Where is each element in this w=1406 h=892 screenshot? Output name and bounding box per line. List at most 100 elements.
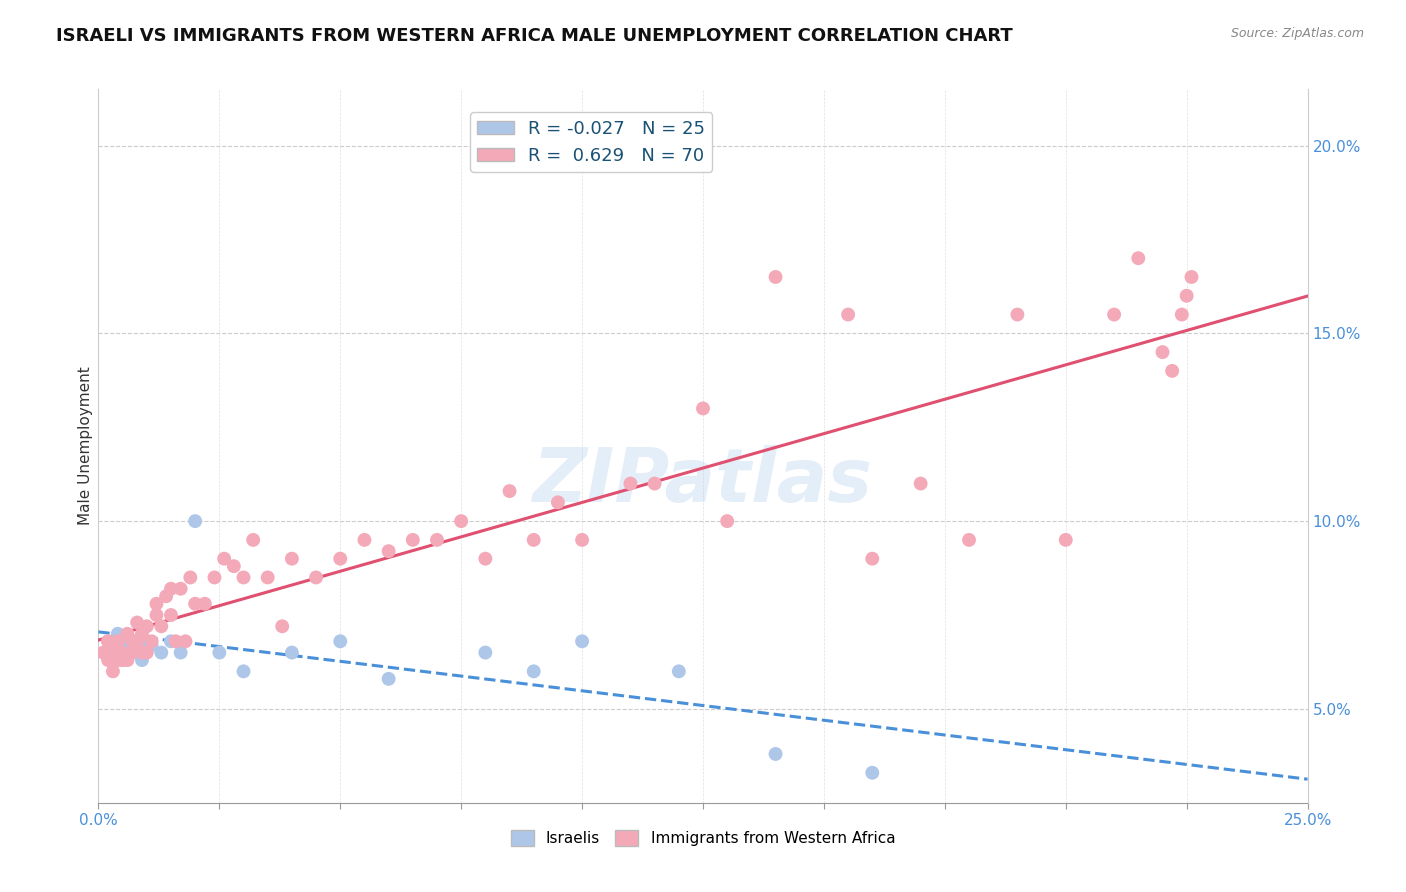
Point xyxy=(169,582,191,596)
Point xyxy=(329,551,352,566)
Point xyxy=(121,634,143,648)
Point xyxy=(165,634,187,648)
Point xyxy=(135,646,157,660)
Point xyxy=(353,533,375,547)
Point xyxy=(101,646,124,660)
Point xyxy=(474,646,496,660)
Point xyxy=(135,619,157,633)
Point xyxy=(765,270,787,285)
Point xyxy=(91,646,114,660)
Point xyxy=(450,514,472,528)
Point xyxy=(111,653,134,667)
Point xyxy=(131,627,153,641)
Point xyxy=(121,634,143,648)
Point xyxy=(150,619,173,633)
Point xyxy=(194,597,217,611)
Point xyxy=(426,533,449,547)
Point xyxy=(957,533,980,547)
Point xyxy=(179,570,201,584)
Point xyxy=(107,627,129,641)
Point xyxy=(1128,251,1150,265)
Point xyxy=(305,570,328,584)
Point xyxy=(204,570,226,584)
Point xyxy=(281,551,304,566)
Legend: Israelis, Immigrants from Western Africa: Israelis, Immigrants from Western Africa xyxy=(505,824,901,852)
Point xyxy=(141,634,163,648)
Point xyxy=(160,607,183,622)
Point xyxy=(107,634,129,648)
Text: ZIPatlas: ZIPatlas xyxy=(533,445,873,518)
Point xyxy=(97,634,120,648)
Point xyxy=(208,646,231,660)
Point xyxy=(97,634,120,648)
Point xyxy=(765,747,787,761)
Point xyxy=(160,582,183,596)
Point xyxy=(668,665,690,679)
Point xyxy=(1175,289,1198,303)
Point xyxy=(837,308,859,322)
Point xyxy=(1152,345,1174,359)
Point xyxy=(1007,308,1029,322)
Point xyxy=(523,665,546,679)
Point xyxy=(184,514,207,528)
Point xyxy=(131,653,153,667)
Point xyxy=(1171,308,1194,322)
Point xyxy=(910,476,932,491)
Point xyxy=(474,551,496,566)
Point xyxy=(619,476,641,491)
Point xyxy=(271,619,294,633)
Y-axis label: Male Unemployment: Male Unemployment xyxy=(77,367,93,525)
Point xyxy=(145,607,167,622)
Point xyxy=(117,627,139,641)
Point xyxy=(107,653,129,667)
Point xyxy=(97,653,120,667)
Point xyxy=(155,589,177,603)
Point xyxy=(377,544,399,558)
Text: Source: ZipAtlas.com: Source: ZipAtlas.com xyxy=(1230,27,1364,40)
Point xyxy=(1102,308,1125,322)
Point xyxy=(141,638,163,652)
Point xyxy=(101,665,124,679)
Point xyxy=(150,646,173,660)
Point xyxy=(523,533,546,547)
Point xyxy=(547,495,569,509)
Point xyxy=(212,551,235,566)
Point xyxy=(117,638,139,652)
Point xyxy=(1180,270,1202,285)
Point xyxy=(256,570,278,584)
Point xyxy=(127,615,149,630)
Point xyxy=(498,484,520,499)
Point xyxy=(111,653,134,667)
Point xyxy=(716,514,738,528)
Point xyxy=(222,559,245,574)
Text: ISRAELI VS IMMIGRANTS FROM WESTERN AFRICA MALE UNEMPLOYMENT CORRELATION CHART: ISRAELI VS IMMIGRANTS FROM WESTERN AFRIC… xyxy=(56,27,1012,45)
Point xyxy=(232,570,254,584)
Point xyxy=(127,634,149,648)
Point xyxy=(377,672,399,686)
Point xyxy=(117,653,139,667)
Point xyxy=(127,646,149,660)
Point xyxy=(101,646,124,660)
Point xyxy=(232,665,254,679)
Point xyxy=(329,634,352,648)
Point xyxy=(121,646,143,660)
Point xyxy=(571,634,593,648)
Point xyxy=(131,646,153,660)
Point xyxy=(242,533,264,547)
Point xyxy=(1161,364,1184,378)
Point xyxy=(402,533,425,547)
Point xyxy=(281,646,304,660)
Point xyxy=(145,597,167,611)
Point xyxy=(644,476,666,491)
Point xyxy=(111,646,134,660)
Point xyxy=(174,634,197,648)
Point xyxy=(860,765,883,780)
Point xyxy=(571,533,593,547)
Point xyxy=(135,634,157,648)
Point xyxy=(184,597,207,611)
Point xyxy=(692,401,714,416)
Point xyxy=(1054,533,1077,547)
Point xyxy=(160,634,183,648)
Point xyxy=(169,646,191,660)
Point xyxy=(860,551,883,566)
